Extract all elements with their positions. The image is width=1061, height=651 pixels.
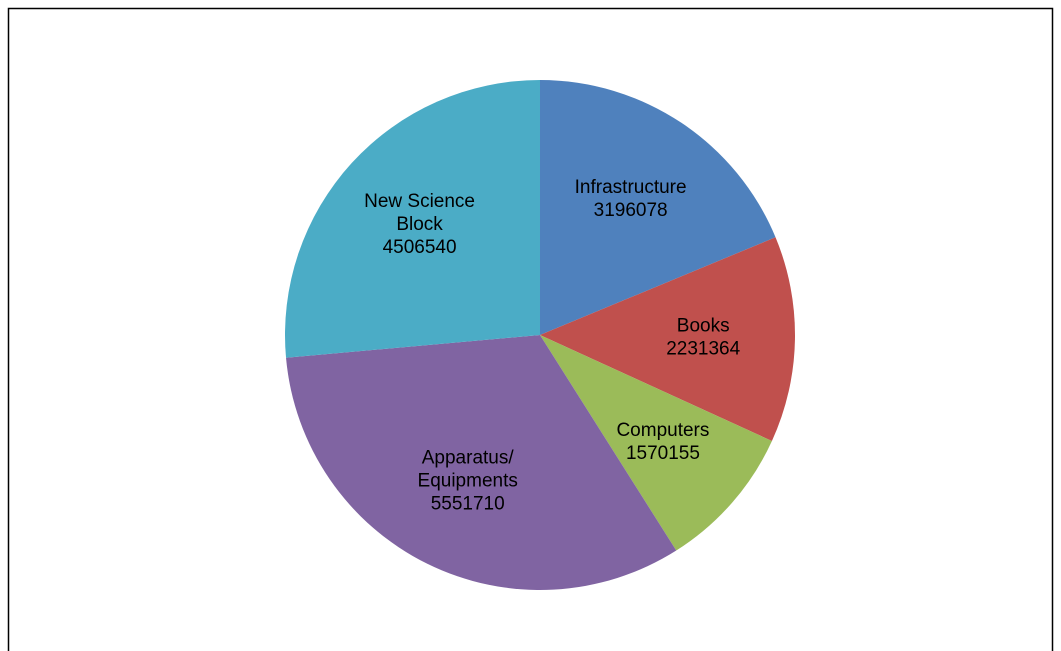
slice-value-label: 1570155 (626, 443, 700, 464)
pie-slice (540, 335, 772, 551)
pie-slice (285, 80, 540, 358)
pie-slice (540, 80, 776, 335)
slice-value-label: 5551710 (431, 493, 505, 514)
slice-value-label: 4506540 (383, 237, 457, 258)
slice-category-label: Computers (616, 420, 709, 441)
slice-value-label: 2231364 (666, 338, 740, 359)
slice-category-label: Books (677, 315, 730, 336)
slice-value-label: 3196078 (594, 200, 668, 221)
slice-category-label: Apparatus/Equipments (418, 447, 518, 491)
chart-frame (7, 7, 1054, 651)
pie-slice (540, 237, 796, 441)
slice-category-label: New Science Block (364, 191, 475, 235)
slice-category-label: Infrastructure (575, 177, 687, 198)
pie-slice (286, 335, 677, 591)
